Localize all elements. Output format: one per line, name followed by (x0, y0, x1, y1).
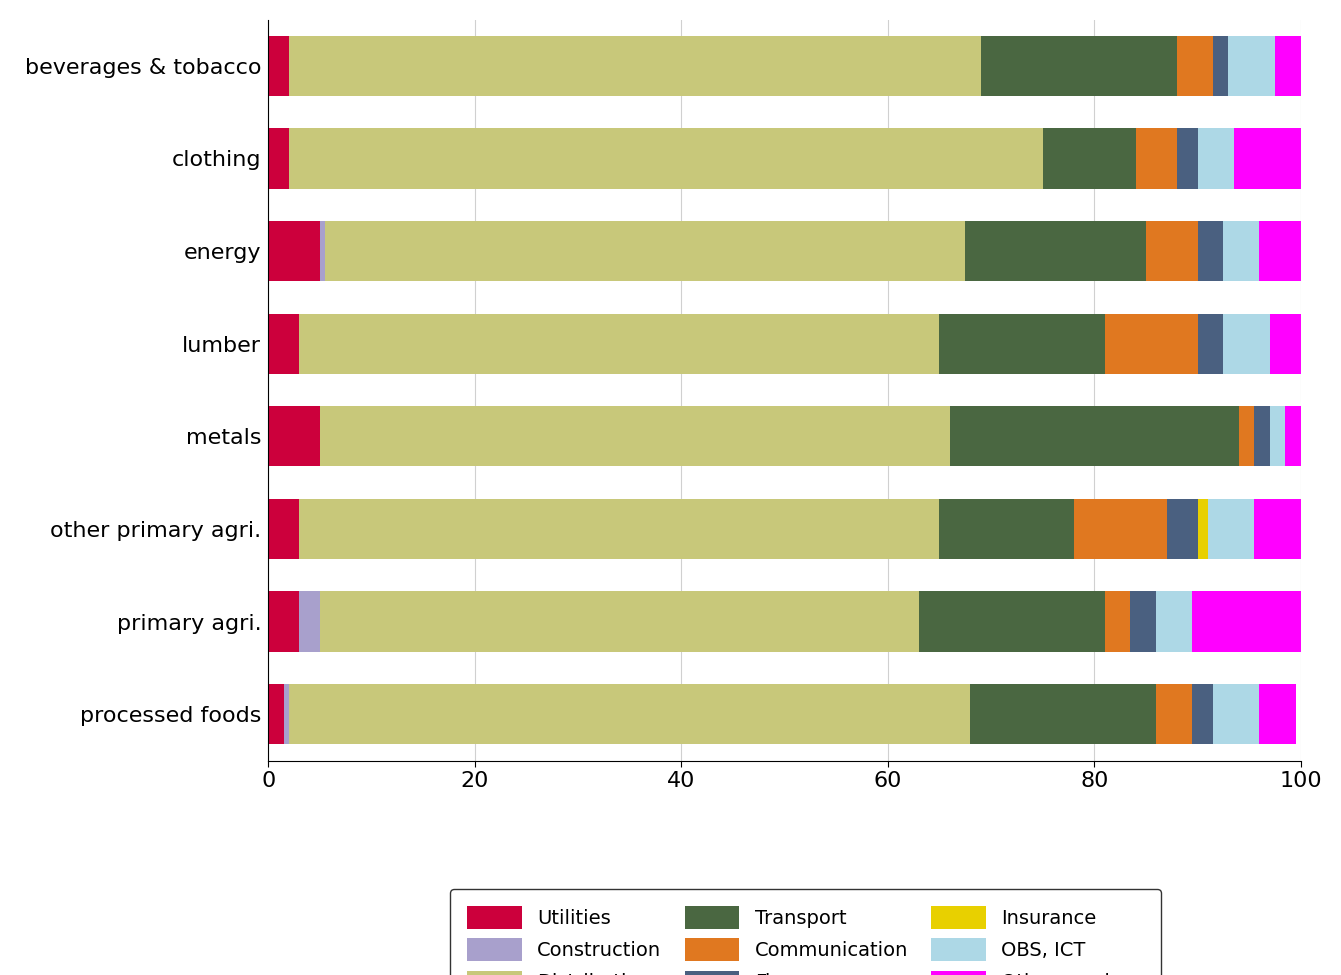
Bar (268, 592, 299, 651)
Bar (1198, 314, 1223, 373)
Bar (949, 407, 1239, 466)
Bar (299, 592, 319, 651)
Bar (939, 499, 1074, 559)
Bar (1198, 221, 1223, 281)
Bar (1259, 684, 1295, 744)
Bar (299, 499, 939, 559)
Bar (1223, 221, 1259, 281)
Bar (1228, 36, 1275, 96)
Bar (288, 684, 971, 744)
Bar (1259, 221, 1301, 281)
Bar (288, 129, 1043, 188)
Bar (980, 36, 1177, 96)
Legend: Utilities, Construction, Distribution, Transport, Communication, Finance, Insura: Utilities, Construction, Distribution, T… (449, 889, 1160, 975)
Bar (319, 221, 325, 281)
Bar (1214, 36, 1228, 96)
Bar (1130, 592, 1156, 651)
Bar (325, 221, 966, 281)
Bar (1177, 36, 1214, 96)
Bar (1192, 592, 1301, 651)
Bar (1234, 129, 1301, 188)
Bar (1156, 592, 1192, 651)
Bar (1254, 407, 1270, 466)
Bar (1177, 129, 1198, 188)
Bar (1285, 407, 1301, 466)
Bar (1254, 499, 1301, 559)
Bar (268, 499, 299, 559)
Bar (1214, 684, 1259, 744)
Bar (1208, 499, 1254, 559)
Bar (268, 221, 319, 281)
Bar (939, 314, 1105, 373)
Bar (1156, 684, 1192, 744)
Bar (1043, 129, 1136, 188)
Bar (268, 36, 288, 96)
Bar (268, 684, 284, 744)
Bar (1270, 314, 1301, 373)
Bar (319, 407, 949, 466)
Bar (268, 407, 319, 466)
Bar (966, 221, 1145, 281)
Bar (1223, 314, 1270, 373)
Bar (1105, 314, 1198, 373)
Bar (1275, 36, 1301, 96)
Bar (1136, 129, 1177, 188)
Bar (1105, 592, 1130, 651)
Bar (1198, 129, 1234, 188)
Bar (299, 314, 939, 373)
Bar (284, 684, 288, 744)
Bar (268, 314, 299, 373)
Bar (319, 592, 919, 651)
Bar (268, 129, 288, 188)
Bar (1074, 499, 1167, 559)
Bar (1192, 684, 1214, 744)
Bar (919, 592, 1105, 651)
Bar (288, 36, 980, 96)
Bar (1270, 407, 1285, 466)
Bar (1145, 221, 1198, 281)
Bar (1198, 499, 1208, 559)
Bar (1239, 407, 1254, 466)
Bar (1167, 499, 1198, 559)
Bar (971, 684, 1156, 744)
